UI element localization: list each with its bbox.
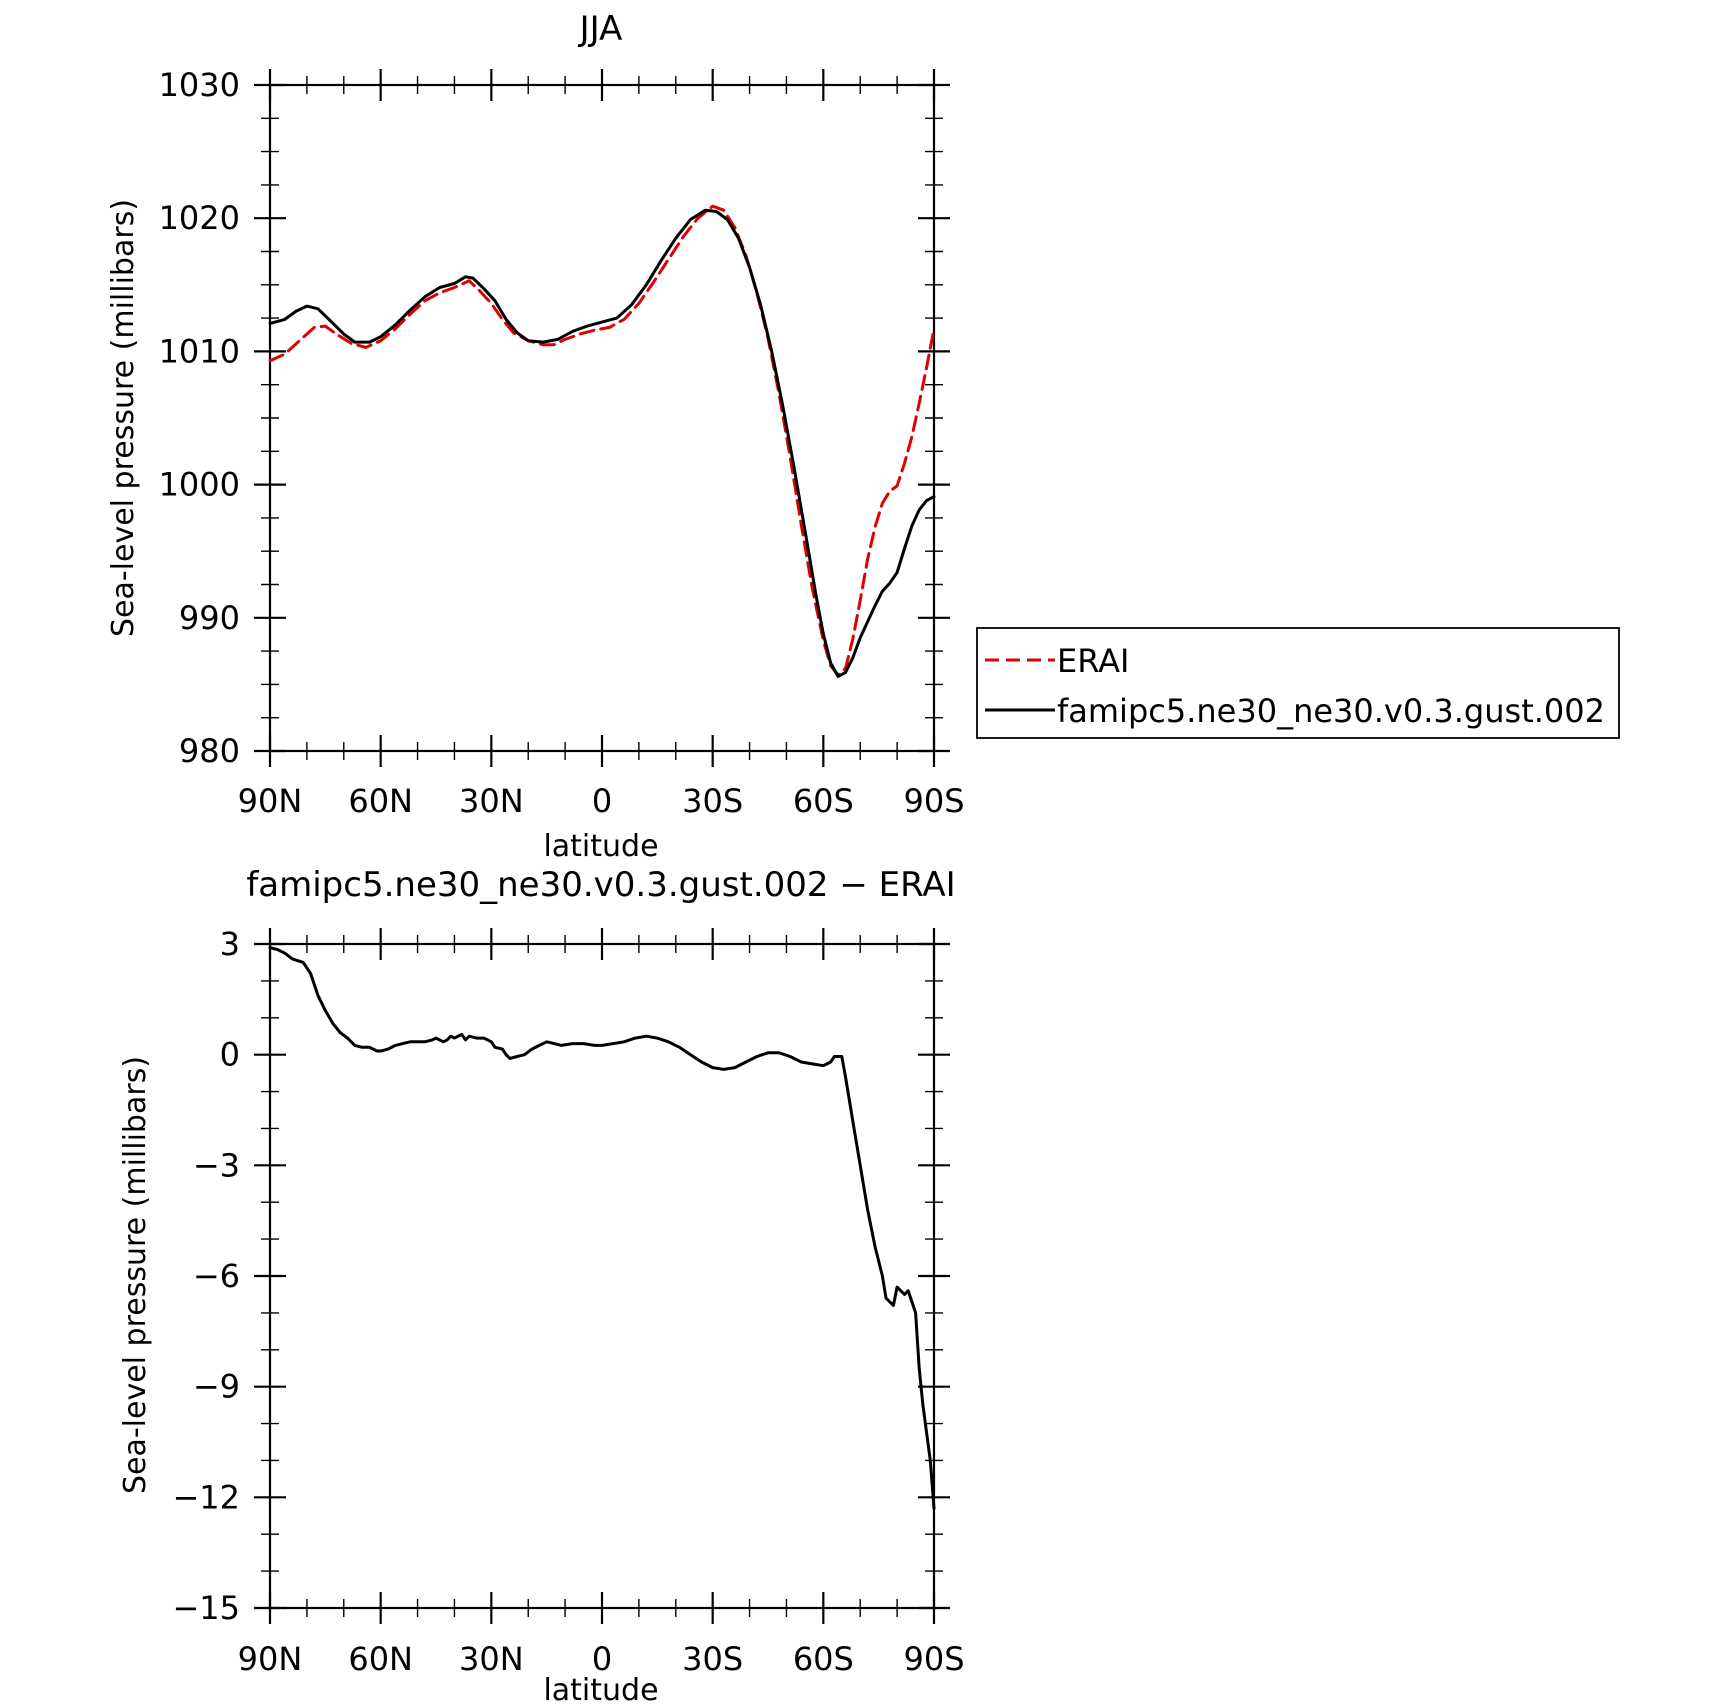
top-series-line-0 [268, 204, 936, 677]
bottom-chart-title: famipc5.ne30_ne30.v0.3.gust.002 − ERAI [246, 865, 955, 905]
bottom-x-tick-label: 30S [682, 1640, 743, 1678]
top-axis-ticks [254, 69, 950, 767]
top-plot-frame [268, 83, 936, 753]
top-y-tick-label: 1000 [159, 466, 240, 504]
bottom-x-axis-label: latitude [543, 1673, 658, 1706]
legend-model-label: famipc5.ne30_ne30.v0.3.gust.002 [1057, 692, 1605, 730]
top-chart-panel: JJA 980 990 1000 1010 1020 1030 90N 60N 30N 0 30S… [106, 9, 965, 864]
bottom-axis-ticks [254, 928, 950, 1624]
top-y-tick-label: 980 [179, 732, 240, 770]
top-x-tick-label: 90S [903, 782, 964, 820]
top-x-tick-label: 0 [592, 782, 612, 820]
top-x-tick-label: 60S [793, 782, 854, 820]
bottom-x-tick-label: 60N [348, 1640, 413, 1678]
bottom-y-tick-label: −9 [193, 1368, 240, 1406]
top-x-tick-labels: 90N 60N 30N 0 30S 60S 90S [238, 782, 965, 820]
top-x-tick-label: 90N [238, 782, 303, 820]
bottom-y-axis-label: Sea-level pressure (millibars) [118, 1056, 153, 1494]
top-series-lines [268, 204, 936, 678]
top-x-tick-label: 60N [348, 782, 413, 820]
bottom-plot-frame [268, 942, 936, 1610]
top-y-tick-label: 1020 [159, 199, 240, 237]
bottom-chart-panel: famipc5.ne30_ne30.v0.3.gust.002 − ERAI −… [118, 865, 965, 1706]
bottom-y-tick-label: −15 [172, 1589, 240, 1627]
bottom-series-line-0 [268, 946, 936, 1510]
top-chart-title: JJA [578, 9, 623, 49]
bottom-y-tick-label: 3 [220, 925, 240, 963]
top-series-line-1 [268, 208, 936, 678]
top-y-tick-label: 1010 [159, 332, 240, 370]
bottom-y-tick-label: −6 [193, 1257, 240, 1295]
legend-box [976, 627, 1620, 739]
bottom-x-tick-label: 90N [238, 1640, 303, 1678]
top-y-tick-label: 990 [179, 599, 240, 637]
top-x-tick-label: 30S [682, 782, 743, 820]
bottom-y-tick-labels: −15 −12 −9 −6 −3 0 3 [172, 925, 240, 1627]
top-x-tick-label: 30N [459, 782, 524, 820]
bottom-series-lines [268, 946, 936, 1510]
bottom-x-tick-label: 90S [903, 1640, 964, 1678]
legend-erai-label: ERAI [1057, 642, 1129, 680]
top-y-tick-labels: 980 990 1000 1010 1020 1030 [159, 66, 240, 770]
bottom-x-tick-label: 30N [459, 1640, 524, 1678]
legend: ERAI famipc5.ne30_ne30.v0.3.gust.002 [976, 627, 1620, 739]
bottom-x-tick-label: 60S [793, 1640, 854, 1678]
bottom-y-tick-label: −3 [193, 1146, 240, 1184]
bottom-x-tick-label: 0 [592, 1640, 612, 1678]
bottom-y-tick-label: 0 [220, 1036, 240, 1074]
top-x-axis-label: latitude [543, 829, 658, 864]
top-y-tick-label: 1030 [159, 66, 240, 104]
top-y-axis-label: Sea-level pressure (millibars) [106, 199, 141, 637]
bottom-y-tick-label: −12 [172, 1478, 240, 1516]
bottom-x-tick-labels: 90N 60N 30N 0 30S 60S 90S [238, 1640, 965, 1678]
